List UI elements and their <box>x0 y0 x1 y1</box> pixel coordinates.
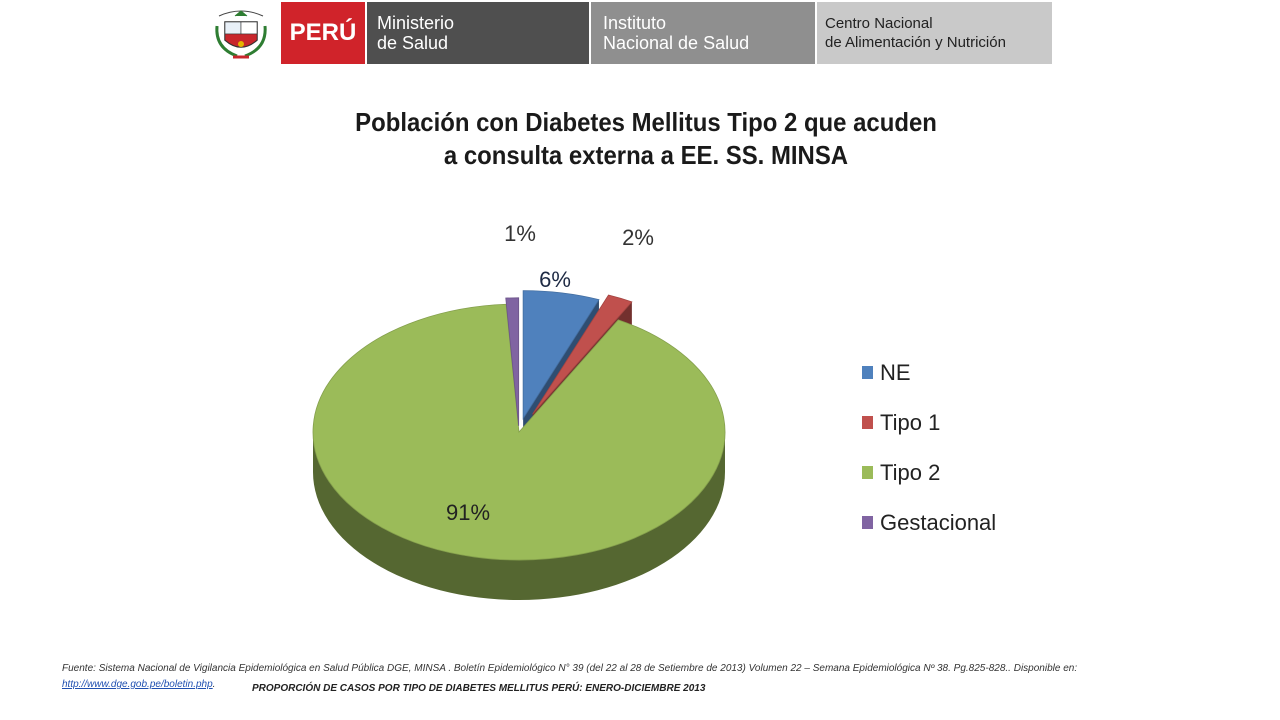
chart-title: Población con Diabetes Mellitus Tipo 2 q… <box>324 106 968 172</box>
ministry-brand: Ministerio de Salud <box>367 2 591 64</box>
peru-brand: PERÚ <box>281 2 367 64</box>
legend-label-tipo1: Tipo 1 <box>880 410 940 435</box>
legend-swatch-ne <box>862 366 873 379</box>
data-label-tipo1: 2% <box>622 225 654 250</box>
pie-tops <box>312 290 726 561</box>
coat-of-arms-icon <box>215 10 267 59</box>
center-brand: Centro Nacional de Alimentación y Nutric… <box>817 2 1052 64</box>
legend-swatch-tipo2 <box>862 466 873 479</box>
ministry-line1: Ministerio <box>377 13 455 33</box>
source-note: Fuente: Sistema Nacional de Vigilancia E… <box>62 661 1172 693</box>
legend-label-tipo2: Tipo 2 <box>880 460 940 485</box>
institute-line1: Instituto <box>603 13 667 33</box>
institution-header: PERÚ Ministerio de Salud Instituto Nacio… <box>203 2 1054 64</box>
legend-swatch-gestacional <box>862 516 873 529</box>
pie-slice-gestacional <box>505 297 520 426</box>
legend-swatch-tipo1 <box>862 416 873 429</box>
data-label-ne: 6% <box>539 267 571 292</box>
source-link[interactable]: http://www.dge.gob.pe/boletin.php <box>62 679 213 690</box>
legend-label-gestacional: Gestacional <box>880 510 996 535</box>
peru-seal-logo <box>203 2 281 64</box>
center-line1: Centro Nacional <box>825 15 933 32</box>
pie-data-labels: 6% 2% 91% 1% <box>446 221 654 525</box>
pie-slice-tipo2 <box>312 303 726 561</box>
source-link-suffix: . <box>212 679 216 690</box>
country-label: PERÚ <box>289 19 357 46</box>
data-label-gestacional: 1% <box>504 221 536 246</box>
chart-title-line2: a consulta externa a EE. SS. MINSA <box>443 140 849 170</box>
pie-slice-ne <box>522 290 600 420</box>
pie-side-tipo2 <box>313 432 725 600</box>
institute-brand: Instituto Nacional de Salud <box>591 2 817 64</box>
pie-slice-tipo1 <box>532 294 633 415</box>
source-text: Fuente: Sistema Nacional de Vigilancia E… <box>62 663 1078 674</box>
institute-line2: Nacional de Salud <box>603 33 750 53</box>
data-label-tipo2: 91% <box>446 500 490 525</box>
legend-label-ne: NE <box>880 360 911 385</box>
ministry-line2: de Salud <box>377 33 449 53</box>
center-line2: de Alimentación y Nutrición <box>825 34 1006 51</box>
chart-title-line1: Población con Diabetes Mellitus Tipo 2 q… <box>355 107 937 137</box>
chart-caption: PROPORCIÓN DE CASOS POR TIPO DE DIABETES… <box>252 683 706 694</box>
chart-legend: NE Tipo 1 Tipo 2 Gestacional <box>862 360 996 535</box>
